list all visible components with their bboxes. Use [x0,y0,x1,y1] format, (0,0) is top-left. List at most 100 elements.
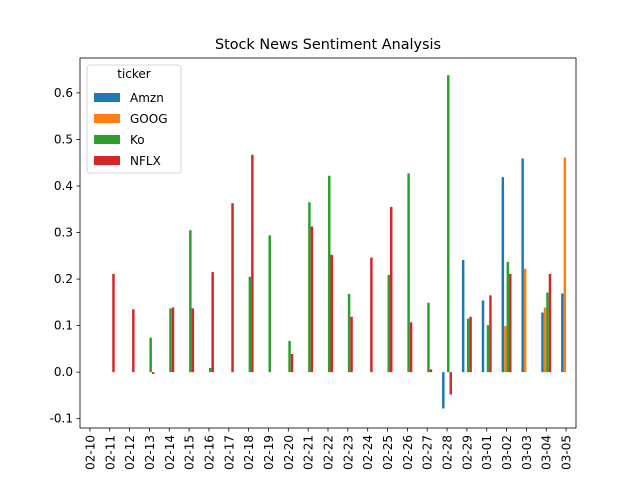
bar-amzn-03-01 [481,300,485,373]
bars-group [112,75,567,409]
x-tick-label: 02-13 [143,435,157,470]
legend-swatch-nflx [94,156,120,165]
bar-nflx-02-22 [330,254,333,373]
x-tick-label: 02-28 [441,435,455,470]
bar-nflx-02-21 [310,226,314,373]
x-tick-label: 03-02 [500,435,514,470]
legend-label-ko: Ko [130,133,145,147]
x-tick-label: 02-18 [242,435,256,470]
y-tick-label: -0.1 [50,412,73,426]
y-tick-label: 0.1 [54,319,73,333]
bar-ko-02-25 [387,274,390,373]
x-tick-label: 02-26 [401,435,415,470]
bar-nflx-03-01 [489,295,492,373]
legend-label-goog: GOOG [130,112,168,126]
bar-nflx-03-04 [548,273,552,373]
bar-nflx-02-11 [112,273,115,373]
x-tick-label: 03-03 [520,435,534,470]
x-tick-label: 02-14 [163,435,177,470]
bar-ko-02-20 [288,340,291,373]
x-tick-label: 03-01 [480,435,494,470]
bar-nflx-02-16 [211,272,214,373]
bar-ko-03-01 [486,325,490,373]
bar-ko-02-27 [427,302,430,373]
bar-nflx-02-28 [449,372,452,395]
bar-nflx-02-26 [409,322,413,373]
bar-ko-02-13 [149,337,152,373]
x-tick-label: 02-16 [202,435,216,470]
legend: ticker Amzn GOOG Ko NFLX [86,64,182,174]
legend-swatch-amzn [94,93,120,102]
x-tick-label: 02-10 [83,435,97,470]
legend-label-nflx: NFLX [130,154,161,168]
bar-ko-02-14 [169,308,172,373]
x-axis: 02-10 02-11 02-12 02-13 02-14 02-15 02-16 02-17… [83,428,574,470]
bar-ko-02-19 [268,235,271,373]
x-tick-label: 02-24 [361,435,375,470]
y-tick-label: 0.2 [54,272,73,286]
x-tick-label: 02-23 [341,435,355,470]
bar-ko-02-22 [328,175,331,373]
legend-swatch-ko [94,135,120,144]
x-tick-label: 02-17 [222,435,236,470]
x-tick-label: 02-15 [183,435,197,470]
bar-nflx-02-13 [151,372,155,375]
bar-ko-02-26 [407,173,410,373]
legend-title: ticker [117,67,151,81]
legend-box [86,64,182,174]
x-tick-label: 02-29 [460,435,474,470]
bar-nflx-03-02 [509,273,512,373]
bar-ko-02-29 [466,318,470,373]
bar-amzn-03-05 [561,293,564,373]
bar-nflx-02-29 [469,316,472,373]
bar-nflx-02-24 [370,257,373,373]
x-tick-label: 03-04 [540,435,554,470]
bar-ko-02-15 [189,230,192,373]
bar-ko-02-23 [347,293,351,373]
bar-amzn-02-28 [442,372,445,409]
bar-goog-03-03 [523,268,527,373]
x-tick-label: 02-27 [421,435,435,470]
y-tick-label: 0.4 [54,179,73,193]
bar-nflx-02-18 [251,154,254,373]
x-tick-label: 02-19 [262,435,276,470]
chart-title: Stock News Sentiment Analysis [215,37,441,53]
x-tick-label: 02-12 [123,435,137,470]
bar-nflx-02-14 [171,307,175,373]
legend-label-amzn: Amzn [130,91,164,105]
x-tick-label: 02-21 [302,435,316,470]
plot-frame [79,57,577,429]
x-tick-label: 02-11 [103,435,117,470]
bar-amzn-03-02 [501,177,505,373]
bar-ko-02-21 [308,202,311,373]
bar-amzn-03-03 [521,158,524,373]
bar-ko-02-18 [248,276,252,373]
bar-nflx-02-12 [132,309,135,373]
bar-goog-03-05 [563,157,567,373]
bar-ko-03-04 [546,292,549,373]
bar-ko-02-16 [208,367,212,373]
bar-nflx-02-15 [191,308,195,373]
y-axis: -0.1 0.0 0.1 0.2 0.3 0.4 0.5 0.6 [50,86,80,426]
bar-amzn-02-29 [461,259,465,373]
bar-ko-03-02 [506,261,510,373]
bar-nflx-02-23 [350,316,353,373]
bar-nflx-02-17 [231,203,234,373]
bar-nflx-02-20 [290,354,294,373]
legend-swatch-goog [94,114,120,123]
y-tick-label: 0.3 [54,226,73,240]
bar-ko-02-28 [447,75,450,373]
x-tick-label: 02-25 [381,435,395,470]
bar-nflx-02-25 [390,206,393,373]
bar-goog-03-02 [504,326,507,373]
y-tick-label: 0.0 [54,365,73,379]
bar-nflx-02-27 [429,369,433,373]
x-tick-label: 03-05 [560,435,574,470]
y-tick-label: 0.5 [54,132,73,146]
bar-goog-03-04 [543,307,547,373]
y-tick-label: 0.6 [54,86,73,100]
x-tick-label: 02-20 [282,435,296,470]
x-tick-label: 02-22 [322,435,336,470]
